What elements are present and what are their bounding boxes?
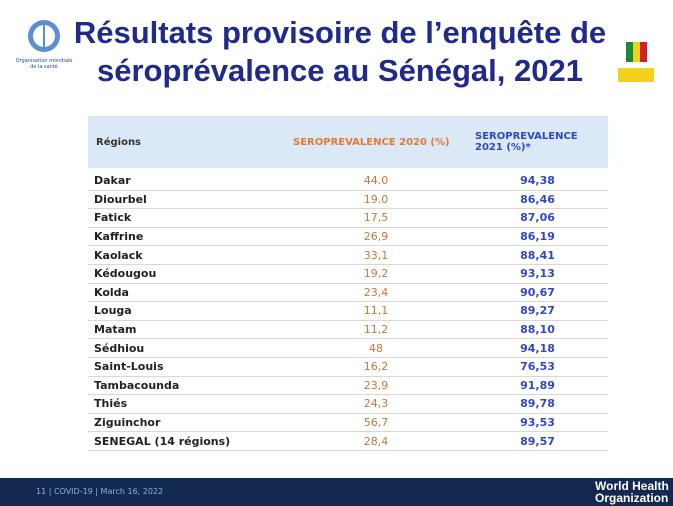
table-row: Matam 11,2 88,10 [88, 320, 608, 340]
table-row: Kaolack 33,1 88,41 [88, 245, 608, 265]
table-row: Sédhiou 48 94,18 [88, 338, 608, 358]
table-cell: 93,13 [467, 264, 608, 284]
table-cell: 87,06 [467, 208, 608, 228]
table-cell: 23,4 [285, 283, 467, 303]
table-cell: 76,53 [467, 357, 608, 377]
who-emblem [28, 20, 60, 52]
table-cell: Thiés [88, 394, 285, 414]
table-cell: 88,41 [467, 245, 608, 265]
wordmark-line: World Health [595, 479, 669, 493]
footer-text: 11 | COVID-19 | March 16, 2022 [36, 487, 164, 496]
table-cell: Kaffrine [88, 227, 285, 247]
title-line: séroprévalence au Sénégal, 2021 [97, 53, 583, 88]
column-header: Régions [88, 116, 285, 170]
table-cell: 11,2 [285, 320, 467, 340]
table-cell: 94,18 [467, 338, 608, 358]
column-header: SEROPREVALENCE 2020 (%) [285, 116, 467, 170]
table-row: Louga 11,1 89,27 [88, 301, 608, 321]
table-row: Kédougou 19,2 93,13 [88, 264, 608, 284]
table-cell: 88,10 [467, 320, 608, 340]
table-cell: 44.0 [285, 167, 467, 191]
footer: 11 | COVID-19 | March 16, 2022 World Hea… [0, 478, 673, 506]
table-cell: Saint-Louis [88, 357, 285, 377]
column-header: SEROPREVALENCE 2021 (%)* [467, 116, 608, 170]
table-cell: Tambacounda [88, 376, 285, 396]
table-cell: Kolda [88, 283, 285, 303]
table-row: Kaffrine 26,9 86,19 [88, 227, 608, 247]
table-cell: Dakar [88, 167, 285, 191]
table-cell: 48 [285, 338, 467, 358]
table-row: Saint-Louis 16,2 76,53 [88, 357, 608, 377]
who-logo: Organisation mondiale de la santé [14, 18, 74, 70]
table-cell: 11,1 [285, 301, 467, 321]
table-cell: Louga [88, 301, 285, 321]
table-cell: Kaolack [88, 245, 285, 265]
title: Résultats provisoire de l’enquête de sér… [60, 14, 620, 90]
table-row: Ziguinchor 56,7 93,53 [88, 413, 608, 433]
header-row: Régions SEROPREVALENCE 2020 (%) SEROPREVAL… [88, 116, 608, 170]
table-cell: Kédougou [88, 264, 285, 284]
logo-text: Organisation mondiale de la santé [15, 58, 73, 70]
table-row: Tambacounda 23,9 91,89 [88, 376, 608, 396]
table-row: SENEGAL (14 régions) 28,4 89,57 [88, 431, 608, 451]
who-wordmark: World Health Organization [595, 480, 669, 504]
table-row: Diourbel 19.0 86,46 [88, 190, 608, 210]
table-row: Dakar 44.0 94,38 [88, 167, 608, 191]
table-cell: 89,78 [467, 394, 608, 414]
table-cell: 26,9 [285, 227, 467, 247]
table-row: Kolda 23,4 90,67 [88, 283, 608, 303]
table-cell: 86,19 [467, 227, 608, 247]
table-cell: 17,5 [285, 208, 467, 228]
table-cell: Diourbel [88, 190, 285, 210]
table-cell: 90,67 [467, 283, 608, 303]
flag-icon [618, 42, 654, 82]
table-cell: 24,3 [285, 394, 467, 414]
table-cell: Ziguinchor [88, 413, 285, 433]
table-cell: 19,2 [285, 264, 467, 284]
table-cell: 94,38 [467, 167, 608, 191]
table-cell: 56,7 [285, 413, 467, 433]
table-cell: 89,57 [467, 431, 608, 451]
table-cell: 86,46 [467, 190, 608, 210]
table-cell: 23,9 [285, 376, 467, 396]
table-row: Thiés 24,3 89,78 [88, 394, 608, 414]
table-cell: Sédhiou [88, 338, 285, 358]
table-cell: 16,2 [285, 357, 467, 377]
table-cell: 91,89 [467, 376, 608, 396]
table-cell: 93,53 [467, 413, 608, 433]
table-row: Fatick 17,5 87,06 [88, 208, 608, 228]
wordmark-line: Organization [595, 491, 669, 505]
table-cell: 28,4 [285, 431, 467, 451]
table-cell: SENEGAL (14 régions) [88, 431, 285, 451]
table-cell: 33,1 [285, 245, 467, 265]
data-table: Régions SEROPREVALENCE 2020 (%) SEROPREVAL… [88, 116, 608, 451]
table-cell: Fatick [88, 208, 285, 228]
title-line: Résultats provisoire de l’enquête de [73, 15, 607, 50]
table-cell: 89,27 [467, 301, 608, 321]
table-cell: Matam [88, 320, 285, 340]
table-cell: 19.0 [285, 190, 467, 210]
